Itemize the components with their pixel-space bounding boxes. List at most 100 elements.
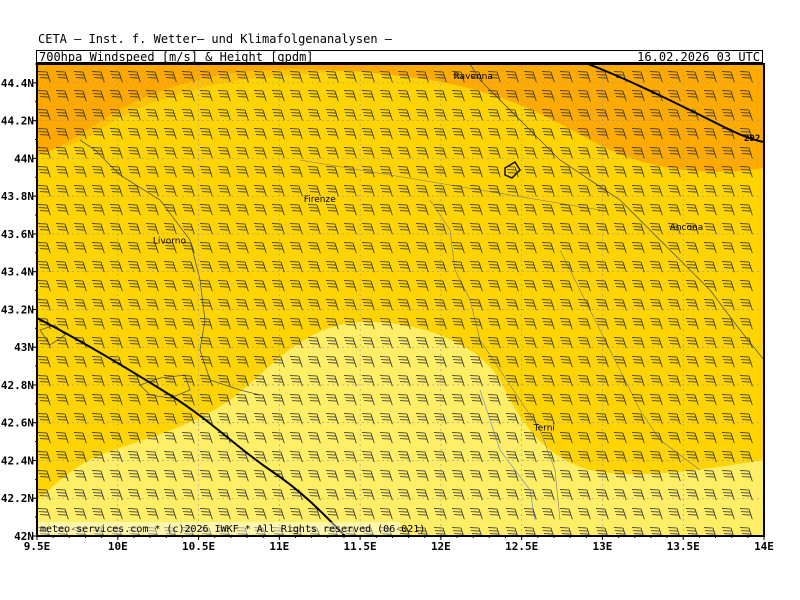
contour-line-ne xyxy=(587,64,764,143)
wind-barb xyxy=(91,90,105,102)
lat-tick-label: 44.4N xyxy=(1,77,34,90)
wind-barb xyxy=(217,166,231,178)
wind-barb xyxy=(721,204,735,216)
wind-barb xyxy=(343,204,357,216)
wind-barb xyxy=(181,147,195,159)
footer-credit: meteo-services.com * (c)2026 IWKF * All … xyxy=(40,524,425,535)
wind-barb xyxy=(379,451,393,463)
wind-barb xyxy=(73,280,87,292)
wind-barb xyxy=(433,356,447,368)
wind-barb xyxy=(541,185,555,197)
wind-barb xyxy=(217,375,231,387)
wind-barb xyxy=(361,261,375,273)
wind-barb xyxy=(487,299,501,311)
wind-barb xyxy=(523,204,537,216)
wind-barb xyxy=(199,71,213,83)
wind-barb xyxy=(649,204,663,216)
wind-barb xyxy=(415,280,429,292)
wind-barb xyxy=(289,375,303,387)
wind-barb xyxy=(595,261,609,273)
wind-barb xyxy=(595,432,609,444)
wind-barb xyxy=(667,185,681,197)
wind-barb xyxy=(253,147,267,159)
longitude-labels: 9.5E 10E 10.5E 11E 11.5E 12E 12.5E 13E 13.5E 14E xyxy=(24,540,774,553)
wind-barb xyxy=(613,299,627,311)
wind-barb xyxy=(703,166,717,178)
wind-barb xyxy=(577,185,591,197)
wind-barb xyxy=(91,109,105,121)
wind-barb xyxy=(613,280,627,292)
wind-barb xyxy=(415,527,429,536)
wind-barb xyxy=(559,508,573,520)
wind-barb xyxy=(505,90,519,102)
wind-barb xyxy=(595,489,609,501)
wind-barb xyxy=(127,185,141,197)
wind-barb xyxy=(361,90,375,102)
wind-barb xyxy=(181,71,195,83)
wind-barb xyxy=(325,375,339,387)
wind-barb xyxy=(271,432,285,444)
wind-barb xyxy=(145,109,159,121)
wind-barb xyxy=(289,128,303,140)
wind-barb xyxy=(325,356,339,368)
wind-barb xyxy=(307,432,321,444)
wind-barb xyxy=(289,356,303,368)
wind-barb xyxy=(397,204,411,216)
wind-barb xyxy=(523,147,537,159)
wind-barb xyxy=(91,242,105,254)
wind-barb xyxy=(199,508,213,520)
wind-barb xyxy=(127,166,141,178)
wind-barb xyxy=(181,280,195,292)
wind-barb xyxy=(451,318,465,330)
wind-barb xyxy=(739,223,753,235)
wind-barb xyxy=(253,508,267,520)
wind-barb xyxy=(307,489,321,501)
city-label: Livorno xyxy=(153,236,187,246)
wind-barb xyxy=(415,166,429,178)
wind-barb xyxy=(379,204,393,216)
wind-barb xyxy=(451,356,465,368)
wind-barb xyxy=(253,318,267,330)
wind-barb xyxy=(415,204,429,216)
wind-barb xyxy=(307,280,321,292)
wind-barb xyxy=(109,147,123,159)
wind-barb xyxy=(343,128,357,140)
wind-barb xyxy=(433,394,447,406)
wind-barb xyxy=(199,90,213,102)
wind-barb xyxy=(325,508,339,520)
wind-barb xyxy=(505,394,519,406)
wind-barb xyxy=(415,261,429,273)
wind-barb xyxy=(451,451,465,463)
wind-barb xyxy=(73,375,87,387)
wind-barb xyxy=(469,432,483,444)
wind-barb xyxy=(685,128,699,140)
wind-barb xyxy=(289,223,303,235)
lon-tick-label: 13E xyxy=(593,540,613,553)
wind-barb xyxy=(289,470,303,482)
wind-barb xyxy=(145,242,159,254)
wind-barb xyxy=(523,318,537,330)
wind-barb xyxy=(685,413,699,425)
wind-barb xyxy=(361,413,375,425)
wind-barb xyxy=(109,375,123,387)
wind-barb xyxy=(55,109,69,121)
wind-barb xyxy=(685,280,699,292)
wind-barb xyxy=(181,223,195,235)
wind-barb xyxy=(73,470,87,482)
wind-barb xyxy=(379,185,393,197)
wind-barb xyxy=(181,470,195,482)
wind-barb xyxy=(469,527,483,536)
wind-barb xyxy=(595,166,609,178)
wind-barb xyxy=(145,185,159,197)
wind-barb xyxy=(361,280,375,292)
wind-barb xyxy=(289,109,303,121)
wind-barb xyxy=(577,337,591,349)
lat-tick-label: 43.8N xyxy=(1,190,34,203)
wind-barb xyxy=(415,90,429,102)
wind-barb xyxy=(379,337,393,349)
wind-barb xyxy=(127,90,141,102)
wind-barb xyxy=(307,508,321,520)
wind-barb xyxy=(127,242,141,254)
wind-barb xyxy=(379,242,393,254)
wind-barb xyxy=(109,470,123,482)
